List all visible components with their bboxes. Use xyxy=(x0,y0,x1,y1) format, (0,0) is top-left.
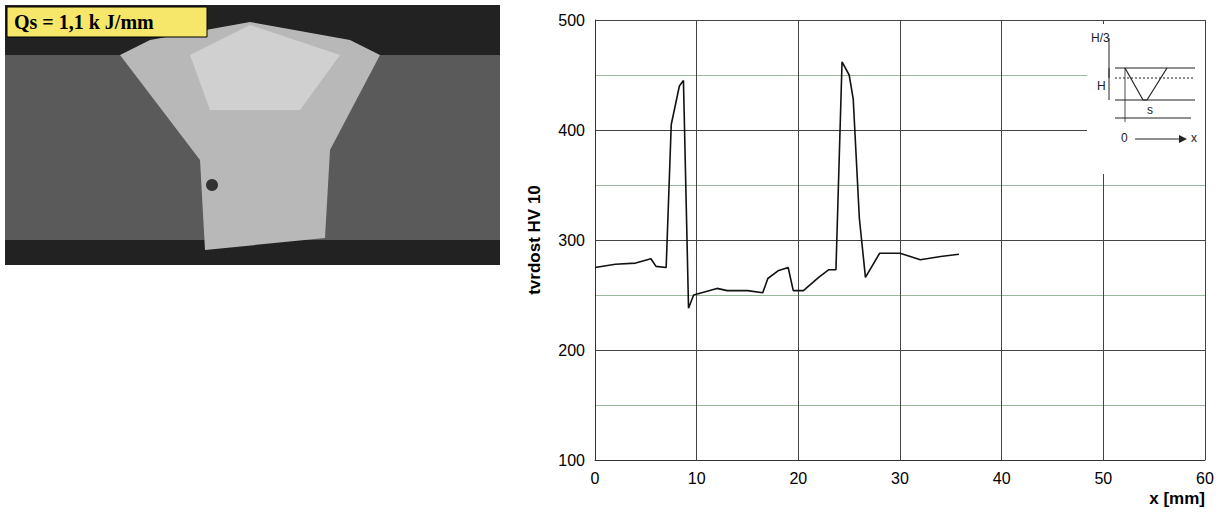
svg-text:100: 100 xyxy=(558,452,585,469)
svg-text:500: 500 xyxy=(558,12,585,29)
svg-text:x [mm]: x [mm] xyxy=(1149,489,1205,508)
svg-text:400: 400 xyxy=(558,122,585,139)
svg-text:50: 50 xyxy=(1094,470,1112,487)
svg-text:40: 40 xyxy=(993,470,1011,487)
svg-text:10: 10 xyxy=(688,470,706,487)
svg-text:0: 0 xyxy=(1121,131,1128,145)
svg-text:30: 30 xyxy=(891,470,909,487)
svg-text:200: 200 xyxy=(558,342,585,359)
svg-text:s: s xyxy=(1147,103,1153,117)
svg-text:tvrdost HV 10: tvrdost HV 10 xyxy=(525,185,544,295)
svg-text:H: H xyxy=(1097,79,1106,93)
svg-text:20: 20 xyxy=(789,470,807,487)
svg-text:0: 0 xyxy=(591,470,600,487)
svg-text:300: 300 xyxy=(558,232,585,249)
svg-text:H/3: H/3 xyxy=(1091,31,1110,45)
svg-text:60: 60 xyxy=(1196,470,1214,487)
svg-text:x: x xyxy=(1191,131,1197,145)
svg-text:Qs = 1,1 k J/mm: Qs = 1,1 k J/mm xyxy=(14,11,154,33)
